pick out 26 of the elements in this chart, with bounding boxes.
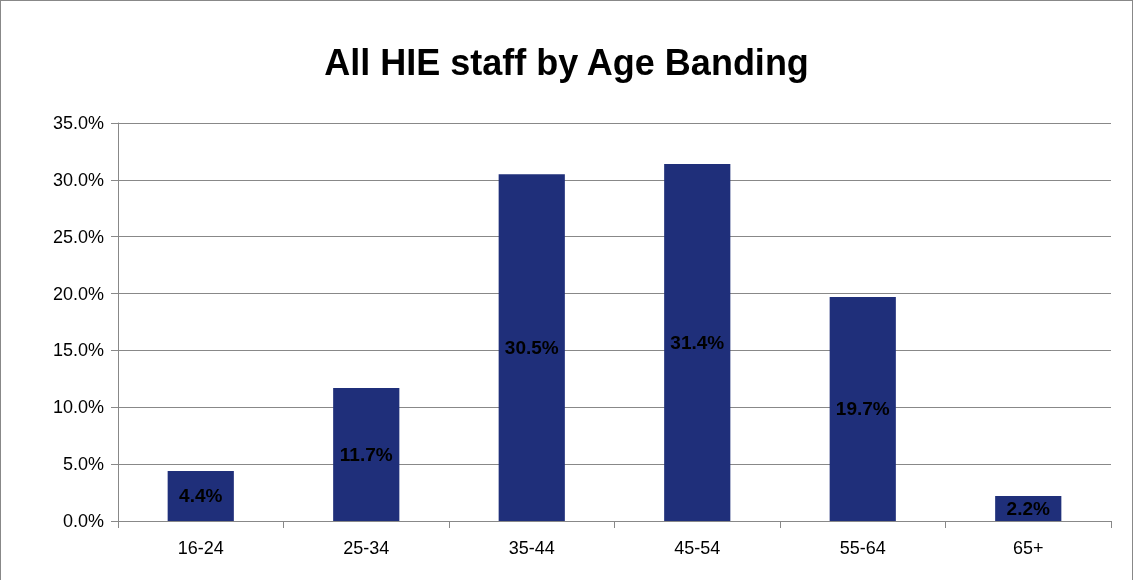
y-tick-label: 10.0% [52,397,104,418]
x-tick-label: 55-64 [839,538,886,558]
chart-title: All HIE staff by Age Banding [324,41,809,83]
y-tick-label: 30.0% [52,169,104,190]
data-label: 30.5% [504,337,559,359]
x-tick-label: 45-54 [674,538,721,558]
bar [664,163,731,521]
y-tick-label: 20.0% [52,283,104,304]
y-tick-label: 0.0% [62,511,104,531]
data-label: 31.4% [670,331,725,353]
bar [498,174,565,521]
y-tick-label: 25.0% [52,226,104,247]
x-tick-label: 25-34 [343,538,390,558]
x-tick-label: 65+ [1012,538,1044,558]
data-label: 2.2% [1006,497,1051,519]
bar [167,470,234,521]
x-tick-label: 16-24 [177,538,224,558]
data-label: 19.7% [835,398,890,420]
bar [829,296,896,521]
y-tick-label: 35.0% [52,113,104,133]
data-label: 11.7% [339,443,393,465]
bar [333,387,400,521]
y-tick-label: 5.0% [62,454,104,475]
data-label: 4.4% [179,485,223,507]
x-tick-label: 35-44 [508,538,555,558]
y-tick-label: 15.0% [52,340,104,361]
